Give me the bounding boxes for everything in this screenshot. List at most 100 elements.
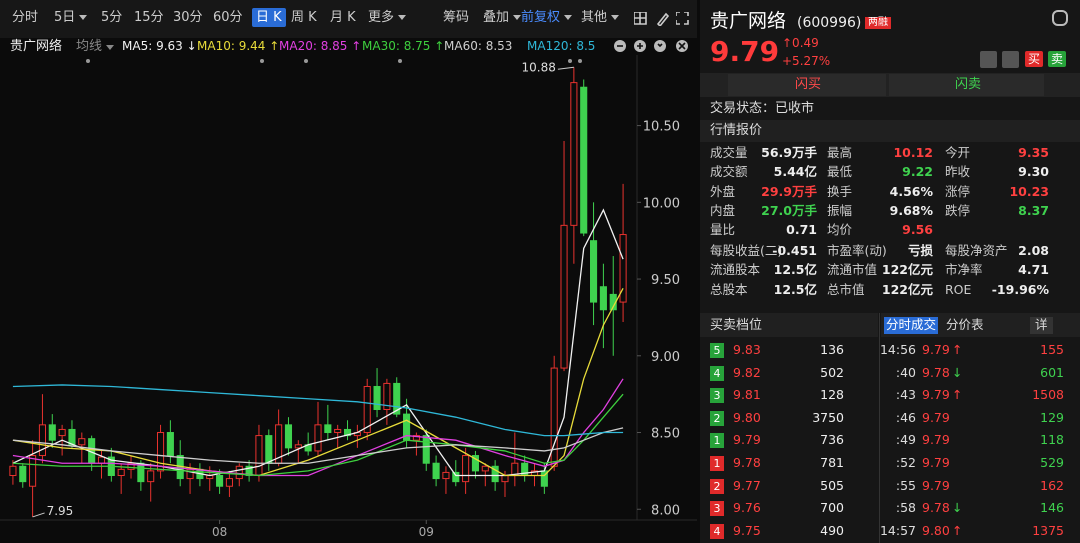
- quote-label: 涨停: [945, 183, 971, 199]
- quote-value: 9.22: [902, 164, 933, 180]
- stock-name: 贵广网络: [710, 10, 787, 32]
- toolbar: 分时 5日 5分 15分 30分 60分日 K 周 K 月 K 更多 筹码 叠加 前复权 其他: [0, 0, 697, 38]
- candle-body: [314, 424, 322, 452]
- toolbar-button[interactable]: 5分: [101, 10, 123, 25]
- quote-label: 成交量: [710, 145, 748, 160]
- order-volume: 136: [820, 342, 844, 357]
- status: 交易状态：已收市: [710, 101, 815, 116]
- marker-dot: [260, 59, 264, 63]
- ma-legend: MA10: 9.44 ↑: [197, 39, 279, 53]
- quote-label: 最高: [827, 145, 853, 160]
- ma-legend: MA30: 8.75 ↑: [362, 39, 444, 53]
- ma-line: [12, 208, 624, 477]
- stock-code: (600996): [797, 15, 862, 31]
- legend-icon-glyph: [678, 42, 686, 50]
- ma-button: 均线: [76, 39, 102, 54]
- flash-buy[interactable]: [728, 74, 886, 96]
- candle-body: [462, 455, 470, 483]
- quote-value: 12.5亿: [773, 281, 817, 297]
- flash-sell[interactable]: [889, 74, 1044, 96]
- trade-tab[interactable]: 分价表: [946, 317, 984, 332]
- marker-dot: [578, 59, 582, 63]
- toolbar-button[interactable]: 其他: [581, 11, 620, 24]
- toolbar-button[interactable]: 月 K: [330, 10, 356, 25]
- toolbar-button[interactable]: 叠加: [483, 11, 522, 24]
- candle-body: [560, 224, 568, 369]
- quote-label: 均价: [827, 222, 853, 238]
- quote-value: 2.08: [1018, 243, 1049, 258]
- chart-panel: 分时 5日 5分 15分 30分 60分日 K 周 K 月 K 更多 筹码 叠加 前复权 其他 贵广网络…: [0, 0, 697, 539]
- order-price: 9.76: [733, 500, 761, 516]
- toolbar-button[interactable]: 前复权: [521, 11, 573, 24]
- tool-button[interactable]: [980, 51, 997, 68]
- candle-body: [373, 385, 381, 411]
- trade-volume: 1375: [1032, 522, 1064, 538]
- trade-volume: 162: [1040, 477, 1064, 493]
- trade-price: 9.79: [922, 432, 950, 448]
- candle-body: [383, 382, 391, 411]
- candle-body: [432, 462, 440, 480]
- toolbar-icon[interactable]: [634, 12, 648, 26]
- y-tick-label: 10.00: [643, 196, 680, 211]
- orderbook-title: 买卖档位: [710, 318, 763, 333]
- sell-button[interactable]: 卖: [1048, 51, 1067, 67]
- ma-legend-name: MA20: [279, 39, 313, 53]
- quote-label: 最低: [827, 164, 853, 180]
- quote-panel: 贵广网络 (600996) 两融 9.79 ↑0.49 +5.27% 买卖闪买 闪卖 交易状态：…: [700, 0, 1080, 543]
- candle-body: [422, 435, 430, 464]
- quote-value: 122亿元: [881, 281, 933, 297]
- chart-title: 贵广网络: [10, 38, 62, 54]
- x-tick-label: 09: [419, 525, 434, 539]
- flash-sell-label[interactable]: 闪卖: [955, 77, 982, 92]
- flash-buy-label[interactable]: 闪买: [795, 77, 822, 92]
- order-price: 9.79: [733, 432, 761, 448]
- candle-body: [68, 428, 76, 446]
- level-badge: 4: [710, 365, 724, 381]
- trade-arrow: ↑: [952, 387, 963, 403]
- settings-icon[interactable]: [1052, 10, 1068, 26]
- trade-time: :49: [895, 432, 916, 448]
- toolbar-button[interactable]: 5日: [54, 11, 88, 24]
- trade-tab[interactable]: 详: [1030, 317, 1053, 334]
- y-tick-label: 8.50: [651, 427, 680, 442]
- tool-button[interactable]: [1002, 51, 1019, 68]
- ma-line: [12, 427, 624, 464]
- toolbar-button[interactable]: 30分: [173, 10, 203, 25]
- trade-tab[interactable]: 分时成交: [884, 317, 939, 334]
- y-tick-label: 9.50: [651, 273, 680, 288]
- trade-volume: 155: [1040, 342, 1064, 357]
- legend-icon-glyph: [637, 43, 643, 49]
- y-tick-label: 9.00: [651, 350, 680, 365]
- buy-button[interactable]: 买: [1025, 51, 1044, 67]
- candle-body: [412, 435, 420, 441]
- toolbar-button[interactable]: 筹码: [443, 10, 470, 25]
- quote-value: 亏损: [907, 243, 933, 258]
- quote-value: -0.451: [772, 243, 817, 258]
- quote-value: 56.9万手: [761, 145, 817, 160]
- order-volume: 128: [820, 387, 844, 403]
- candle-body: [580, 86, 588, 234]
- level-badge: 1: [710, 433, 724, 449]
- toolbar-button[interactable]: 分时: [12, 10, 39, 25]
- annotation: 10.88: [522, 60, 556, 74]
- trade-time: :55: [895, 477, 916, 493]
- trade-arrow: ↑: [952, 342, 963, 357]
- toolbar-button[interactable]: 15分: [134, 10, 164, 25]
- candle-body: [491, 465, 499, 483]
- separator: :: [313, 39, 321, 53]
- toolbar-button[interactable]: 日 K: [252, 8, 286, 27]
- ma-legend-value: 8.85: [321, 39, 348, 53]
- ma-legend-name: MA120: [527, 39, 568, 53]
- toolbar-button[interactable]: 60分: [213, 10, 243, 25]
- candle-body: [216, 474, 224, 487]
- ma-legend-trend: ↑: [351, 39, 361, 53]
- quote-label: 内盘: [710, 202, 736, 218]
- toolbar-button[interactable]: 更多: [368, 11, 407, 24]
- order-volume: 781: [820, 455, 844, 470]
- candle-body: [48, 424, 56, 441]
- candle-body: [294, 444, 302, 449]
- candle-body: [265, 435, 273, 464]
- toolbar-button[interactable]: 周 K: [291, 10, 317, 25]
- candle-body: [235, 465, 243, 480]
- toolbar-icon[interactable]: [656, 12, 670, 26]
